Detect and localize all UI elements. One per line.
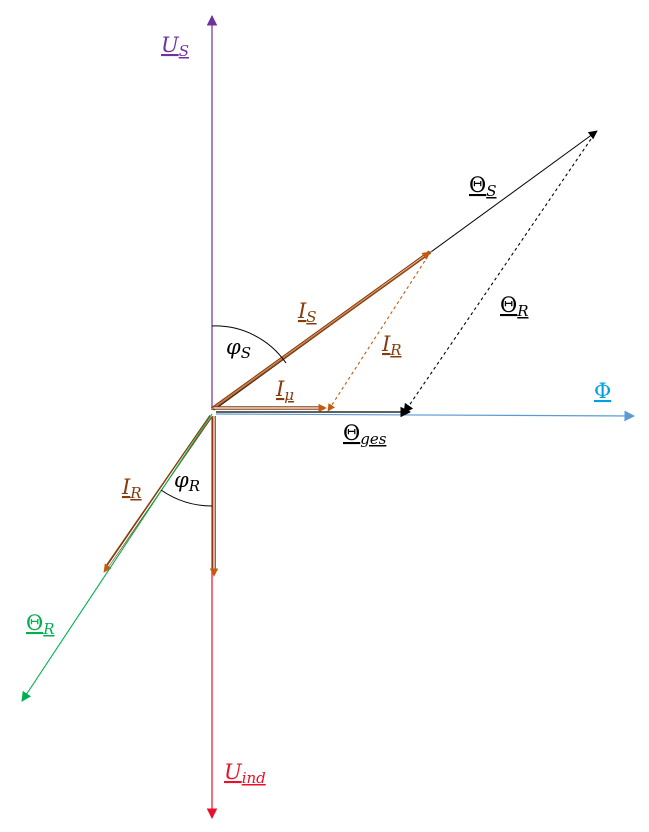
i-s-label: IS: [297, 299, 317, 326]
u-ind-label: Uind: [224, 760, 266, 787]
theta-r-dashed-label: ΘR: [500, 293, 529, 320]
u-s-label: US: [161, 33, 189, 60]
i-r-label: IR: [121, 475, 142, 502]
phi-r-label: φR: [174, 468, 200, 495]
flux-arrow: [215, 410, 636, 422]
theta-r-arrow: [21, 413, 213, 702]
i-s-arrow-core: [211, 250, 433, 410]
theta-s-label: ΘS: [469, 173, 497, 200]
theta-r-label: ΘR: [26, 611, 55, 638]
theta-ges-label: Θges: [343, 421, 387, 448]
i-mu-label: Iμ: [275, 377, 294, 404]
phi-label: Φ: [594, 379, 611, 403]
i-r-dashed-arrow: [327, 255, 429, 412]
phi-s-label: φS: [226, 335, 251, 362]
theta-r-dashed-arrow: [403, 138, 592, 414]
i-r-dashed-label: IR: [381, 332, 402, 359]
phi-r-arc: [160, 489, 213, 507]
phi-s-arc: [211, 325, 287, 364]
